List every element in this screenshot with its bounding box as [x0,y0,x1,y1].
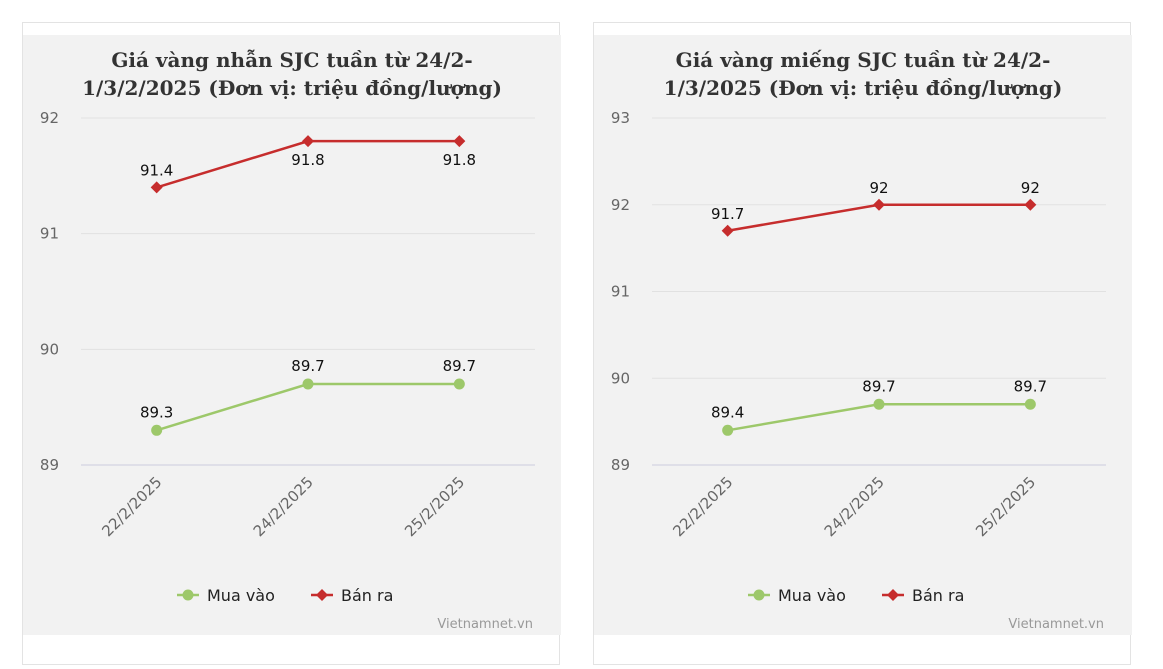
data-label: 89.7 [862,377,895,395]
y-tick-label: 91 [611,283,630,301]
y-tick-label: 89 [40,456,59,474]
data-label: 91.8 [443,151,476,169]
legend-label: Mua vào [207,586,275,605]
legend-label: Mua vào [778,586,846,605]
chart-svg-mieng: Giá vàng miếng SJC tuần từ 24/2- 1/3/2025… [594,35,1132,635]
data-label: 89.7 [443,357,476,375]
legend-marker [182,589,194,601]
data-point [1024,398,1036,410]
data-label: 92 [869,179,888,197]
data-label: 92 [1021,179,1040,197]
plot-background [594,35,1132,635]
data-label: 91.7 [711,205,744,223]
chart-svg-nhan: Giá vàng nhẫn SJC tuần từ 24/2- 1/3/2/202… [23,35,561,635]
data-label: 89.4 [711,403,744,421]
chart-card-nhan: Giá vàng nhẫn SJC tuần từ 24/2- 1/3/2/202… [22,22,561,665]
legend-marker [887,589,899,601]
data-point [151,424,163,436]
data-point [722,424,734,436]
data-label: 89.3 [140,403,173,421]
legend-marker [316,589,328,601]
y-tick-label: 90 [611,369,630,387]
chart-credit: Vietnamnet.vn [1008,617,1104,632]
data-point [1024,198,1037,211]
y-tick-label: 89 [611,456,630,474]
chart-title-line: 1/3/2025 (Đơn vị: triệu đồng/lượng) [664,76,1063,100]
legend-label: Bán ra [341,586,393,605]
plot-background [23,35,561,635]
chart-title-line: Giá vàng nhẫn SJC tuần từ 24/2- [111,48,472,72]
data-point [302,378,314,390]
data-point [873,398,885,410]
data-point [721,224,734,237]
legend-label: Bán ra [912,586,964,605]
data-point [453,378,465,390]
data-label: 89.7 [1014,377,1047,395]
data-point [302,135,314,148]
chart-title-line: 1/3/2/2025 (Đơn vị: triệu đồng/lượng) [82,76,502,100]
data-point [150,181,163,194]
y-tick-label: 92 [40,109,59,127]
chart-title-line: Giá vàng miếng SJC tuần từ 24/2- [676,48,1051,72]
y-tick-label: 91 [40,225,59,243]
data-point [453,135,466,148]
chart-credit: Vietnamnet.vn [437,617,533,632]
y-tick-label: 93 [611,109,630,127]
data-label: 91.8 [291,151,324,169]
data-label: 89.7 [291,357,324,375]
y-tick-label: 92 [611,196,630,214]
data-label: 91.4 [140,161,173,179]
legend-marker [753,589,765,601]
data-point [873,198,885,211]
chart-card-mieng: Giá vàng miếng SJC tuần từ 24/2- 1/3/2025… [593,22,1132,665]
y-tick-label: 90 [40,340,59,358]
